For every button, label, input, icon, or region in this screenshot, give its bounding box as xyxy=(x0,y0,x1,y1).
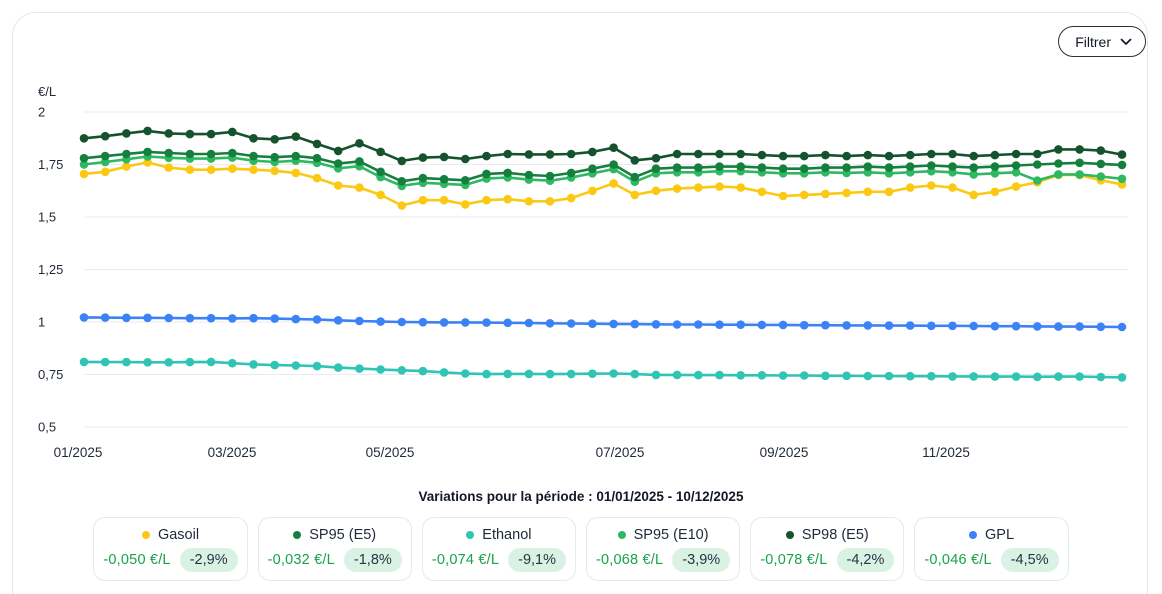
legend-card-ethanol[interactable]: Ethanol -0,074 €/L -9,1% xyxy=(421,517,576,581)
filter-button-label: Filtrer xyxy=(1075,33,1111,50)
gasoil-color-dot xyxy=(141,531,150,539)
series-variation: -0,050 €/L xyxy=(103,552,171,568)
fuel-prices-card xyxy=(12,12,1148,594)
series-variation: -0,078 €/L xyxy=(760,552,828,568)
legend-card-gpl[interactable]: GPL -0,046 €/L -4,5% xyxy=(914,517,1069,581)
legend-card-gasoil[interactable]: Gasoil -0,050 €/L -2,9% xyxy=(93,517,248,581)
legend-card-sp95-e10[interactable]: SP95 (E10) -0,068 €/L -3,9% xyxy=(586,517,741,581)
sp95-e5-color-dot xyxy=(293,531,302,539)
series-variation-pct-badge: -2,9% xyxy=(179,548,238,572)
legend: Gasoil -0,050 €/L -2,9% SP95 (E5) -0,032 … xyxy=(0,517,1162,581)
series-variation-pct-badge: -4,5% xyxy=(1000,548,1059,572)
series-variation-pct-badge: -9,1% xyxy=(508,548,566,572)
series-variation-pct-badge: -1,8% xyxy=(343,548,402,572)
ethanol-color-dot xyxy=(466,531,475,539)
sp98-e5-color-dot xyxy=(785,531,794,539)
chevron-down-icon xyxy=(1120,38,1132,45)
series-variation: -0,046 €/L xyxy=(924,552,992,568)
series-name: Gasoil xyxy=(157,527,200,543)
series-variation: -0,074 €/L xyxy=(431,552,500,568)
gpl-color-dot xyxy=(969,531,977,539)
chart-period-caption: Variations pour la période : 01/01/2025 … xyxy=(418,489,744,504)
sp95-e10-color-dot xyxy=(617,531,626,539)
series-name: GPL xyxy=(985,527,1015,543)
series-variation: -0,032 €/L xyxy=(267,552,335,568)
series-variation: -0,068 €/L xyxy=(596,552,664,568)
series-name: SP98 (E5) xyxy=(801,527,869,543)
series-variation-pct-badge: -4,2% xyxy=(836,548,895,572)
filter-button[interactable]: Filtrer xyxy=(1058,26,1146,57)
legend-card-sp95-e5[interactable]: SP95 (E5) -0,032 €/L -1,8% xyxy=(257,517,412,581)
legend-card-sp98-e5[interactable]: SP98 (E5) -0,078 €/L -4,2% xyxy=(750,517,905,581)
series-name: Ethanol xyxy=(482,527,532,543)
series-variation-pct-badge: -3,9% xyxy=(672,548,731,572)
series-name: SP95 (E10) xyxy=(633,527,709,543)
series-name: SP95 (E5) xyxy=(309,527,377,543)
